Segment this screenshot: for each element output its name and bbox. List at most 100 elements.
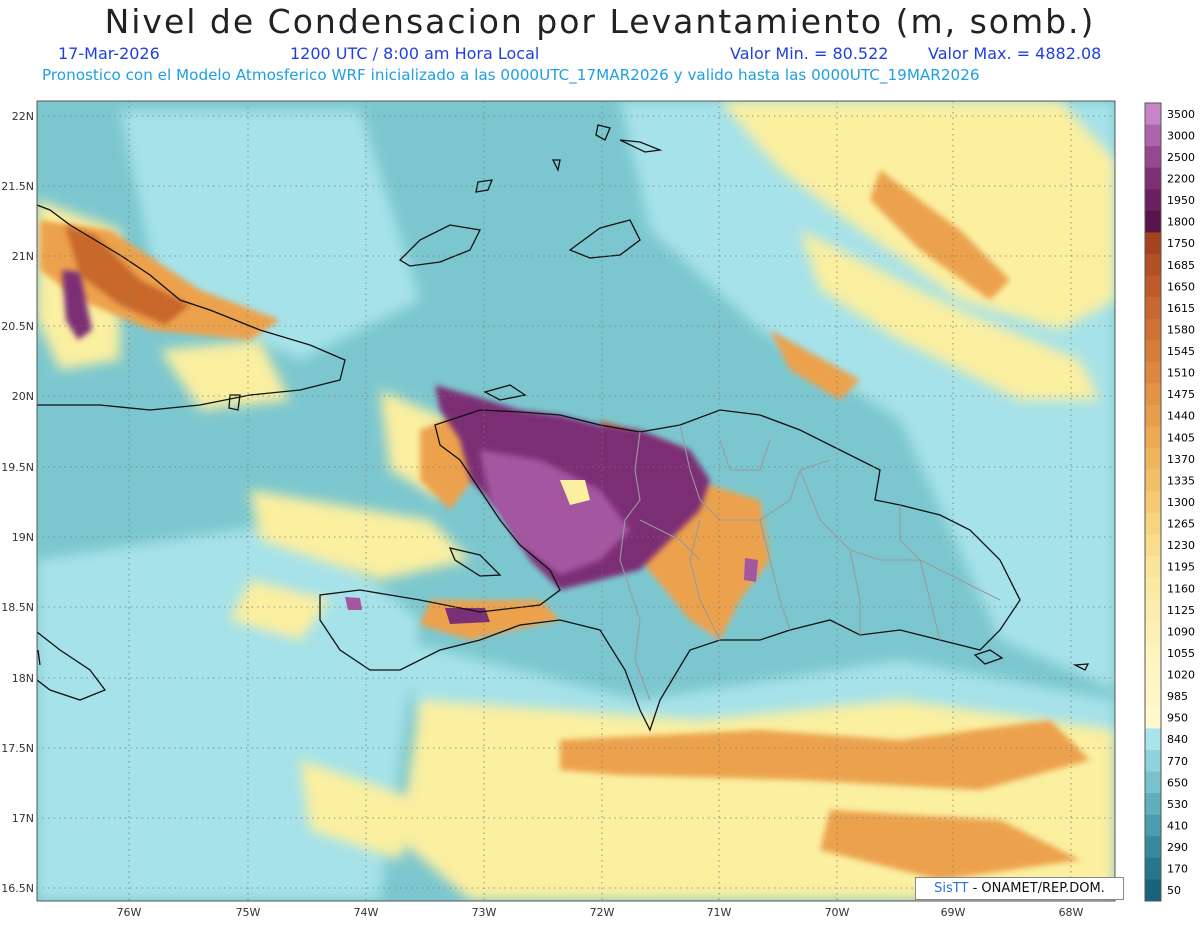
lcl-field (37, 101, 1115, 901)
graticule (37, 101, 1115, 901)
lat-label: 21N (12, 250, 34, 263)
lat-label: 19.5N (1, 461, 34, 474)
colorbar-label: 840 (1167, 733, 1188, 746)
colorbar-label: 1510 (1167, 367, 1195, 380)
colorbar-label: 770 (1167, 755, 1188, 768)
max-value: Valor Max. = 4882.08 (928, 44, 1102, 63)
colorbar-label: 1020 (1167, 669, 1195, 682)
lat-label: 17.5N (1, 742, 34, 755)
colorbar-swatch (1145, 167, 1161, 190)
colorbar-label: 1685 (1167, 259, 1195, 272)
colorbar-label: 3000 (1167, 129, 1195, 142)
lat-label: 20N (12, 390, 34, 403)
colorbar-swatch (1145, 210, 1161, 233)
colorbar-swatch (1145, 426, 1161, 449)
colorbar-label: 1195 (1167, 561, 1195, 574)
colorbar-swatch (1145, 836, 1161, 859)
colorbar-label: 1230 (1167, 539, 1195, 552)
colorbar-label: 1405 (1167, 431, 1195, 444)
colorbar-swatch (1145, 577, 1161, 600)
lat-label: 22N (12, 110, 34, 123)
credit-box: SisTT - ONAMET/REP.DOM. (915, 877, 1124, 900)
colorbar-label: 170 (1167, 863, 1188, 876)
colorbar-label: 1125 (1167, 604, 1195, 617)
colorbar-swatch (1145, 750, 1161, 773)
colorbar-swatch (1145, 469, 1161, 492)
lat-label: 19N (12, 531, 34, 544)
lon-label: 71W (707, 906, 732, 919)
colorbar-label: 2200 (1167, 172, 1195, 185)
lat-label: 17N (12, 812, 34, 825)
min-value: Valor Min. = 80.522 (730, 44, 889, 63)
colorbar-label: 50 (1167, 884, 1181, 897)
forecast-date: 17-Mar-2026 (58, 44, 160, 63)
colorbar-label: 1750 (1167, 237, 1195, 250)
lon-label: 73W (472, 906, 497, 919)
map-frame (36, 100, 1116, 902)
colorbar-swatch (1145, 318, 1161, 341)
forecast-description: Pronostico con el Modelo Atmosferico WRF… (42, 66, 980, 84)
colorbar-swatch (1145, 297, 1161, 320)
forecast-time: 1200 UTC / 8:00 am Hora Local (290, 44, 540, 63)
colorbar-label: 1090 (1167, 625, 1195, 638)
credit-text: - ONAMET/REP.DOM. (968, 881, 1105, 896)
colorbar-label: 650 (1167, 776, 1188, 789)
colorbar-swatch (1145, 706, 1161, 729)
lon-label: 76W (117, 906, 142, 919)
colorbar-swatch (1145, 491, 1161, 514)
lat-label: 20.5N (1, 320, 34, 333)
sistt-logo: SisTT (934, 881, 969, 896)
lon-label: 70W (825, 906, 850, 919)
colorbar-swatch (1145, 448, 1161, 471)
colorbar-swatch (1145, 383, 1161, 406)
colorbar-label: 985 (1167, 690, 1188, 703)
colorbar-label: 1335 (1167, 474, 1195, 487)
colorbar-swatch (1145, 253, 1161, 277)
colorbar-label: 1615 (1167, 302, 1195, 315)
colorbar-swatch (1145, 685, 1161, 708)
colorbar-label: 3500 (1167, 108, 1195, 121)
province-borders (619, 424, 1001, 701)
colorbar-swatch (1145, 404, 1161, 428)
lat-label: 18.5N (1, 601, 34, 614)
lon-label: 74W (354, 906, 379, 919)
colorbar-label: 1580 (1167, 323, 1195, 336)
purple-core (62, 270, 758, 624)
colorbar-frame (1144, 102, 1162, 902)
colorbar-label: 1650 (1167, 280, 1195, 293)
colorbar-label: 1440 (1167, 410, 1195, 423)
colorbar-swatch (1145, 534, 1161, 557)
colorbar-swatch (1145, 599, 1161, 622)
lon-label: 68W (1059, 906, 1084, 919)
colorbar-swatch (1145, 361, 1161, 384)
colorbar-swatch (1145, 857, 1161, 880)
colorbar-label: 1475 (1167, 388, 1195, 401)
colorbar-swatch (1145, 620, 1161, 643)
colorbar-label: 1800 (1167, 216, 1195, 229)
colorbar-swatch (1145, 146, 1161, 169)
colorbar-label: 530 (1167, 798, 1188, 811)
colorbar-label: 1300 (1167, 496, 1195, 509)
colorbar-swatch (1145, 189, 1161, 212)
colorbar-label: 1950 (1167, 194, 1195, 207)
lat-label: 21.5N (1, 180, 34, 193)
colorbar-label: 2500 (1167, 151, 1195, 164)
colorbar-label: 290 (1167, 841, 1188, 854)
colorbar-swatch (1145, 793, 1161, 816)
colorbar-swatch (1145, 642, 1161, 665)
lat-label: 16.5N (1, 882, 34, 895)
lat-label: 18N (12, 672, 34, 685)
lon-label: 75W (236, 906, 261, 919)
latitude-labels: 22N 21.5N 21N 20.5N 20N 19.5N 19N 18.5N … (1, 110, 34, 895)
colorbar-label: 1265 (1167, 518, 1195, 531)
colorbar-swatch (1145, 814, 1161, 837)
colorbar-swatch (1145, 879, 1161, 902)
lon-label: 69W (941, 906, 966, 919)
colorbar-label: 1055 (1167, 647, 1195, 660)
colorbar-swatch (1145, 771, 1161, 794)
colorbar-swatch (1145, 232, 1161, 255)
colorbar-label: 950 (1167, 712, 1188, 725)
colorbar-label: 1545 (1167, 345, 1195, 358)
colorbar-label: 410 (1167, 820, 1188, 833)
colorbar-swatch (1145, 728, 1161, 751)
